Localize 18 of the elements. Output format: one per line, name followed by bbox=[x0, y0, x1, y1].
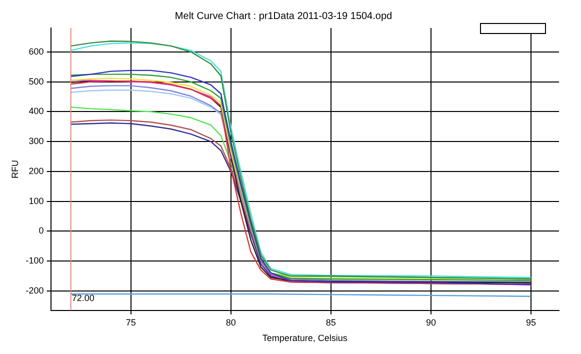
x-axis-title: Temperature, Celsius bbox=[262, 333, 348, 344]
y-tick-label: 400 bbox=[28, 106, 44, 116]
x-tick-label: 80 bbox=[226, 317, 236, 328]
x-tick-label: 95 bbox=[526, 317, 536, 328]
y-tick-label: 600 bbox=[28, 46, 44, 56]
y-tick-label: 100 bbox=[28, 196, 44, 206]
ref-line-label: 72.00 bbox=[72, 292, 94, 303]
x-tick-label: 75 bbox=[126, 317, 136, 328]
chart-title: Melt Curve Chart : pr1Data 2011-03-19 1504.opd bbox=[174, 10, 392, 22]
x-tick-label: 85 bbox=[326, 317, 336, 328]
y-tick-label: -200 bbox=[26, 285, 44, 296]
y-axis-title: RFU bbox=[10, 160, 20, 178]
x-tick-label: 90 bbox=[426, 317, 436, 328]
y-tick-label: 500 bbox=[28, 76, 44, 86]
y-tick-label: 200 bbox=[28, 166, 44, 176]
y-tick-label: 300 bbox=[28, 136, 44, 146]
y-tick-label: 0 bbox=[38, 226, 44, 236]
y-tick-label: -100 bbox=[26, 256, 44, 266]
